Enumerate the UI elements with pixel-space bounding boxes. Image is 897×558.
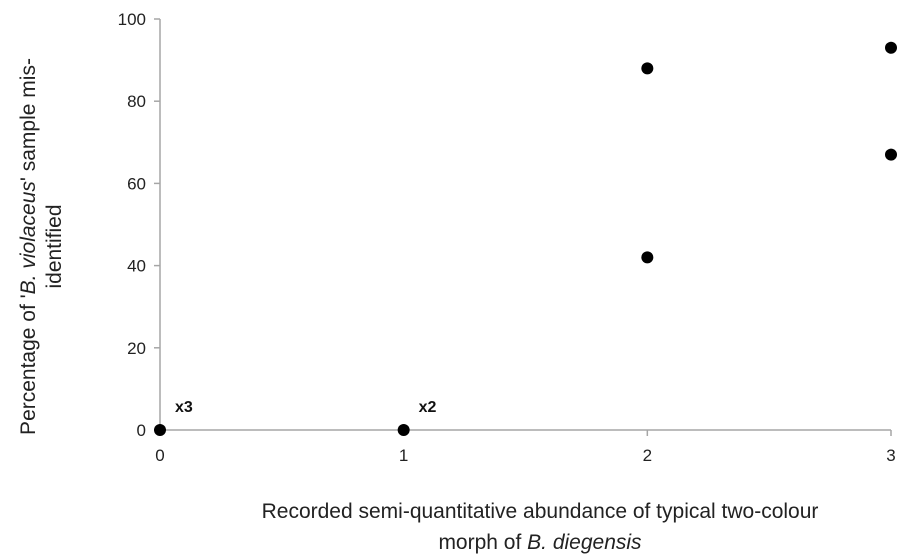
data-point [641, 251, 654, 264]
y-tick-label: 80 [127, 92, 146, 111]
x-tick-label: 3 [886, 446, 895, 465]
y-axis-title-part: Percentage of ' [17, 294, 40, 435]
annotations: x3 x2 [175, 399, 437, 416]
y-tick-label: 60 [127, 174, 146, 193]
x-tick-label: 1 [399, 446, 408, 465]
y-tick-label: 20 [127, 339, 146, 358]
x-axis-title-part: Recorded semi-quantitative abundance of … [262, 500, 819, 523]
y-tick-label: 0 [137, 421, 146, 440]
x-tick-label: 0 [155, 446, 164, 465]
x-axis-title-part: B. diegensis [527, 531, 642, 554]
x-axis-title-part: morph of [438, 531, 527, 554]
data-point [154, 424, 166, 436]
data-points [154, 41, 897, 436]
data-point [641, 62, 654, 75]
y-tick-label: 100 [118, 10, 146, 29]
y-axis-title-part: B. violaceus [17, 181, 40, 295]
y-tick-label: 40 [127, 257, 146, 276]
axes: 0 20 40 60 80 100 0 1 2 3 [118, 10, 896, 465]
y-axis-title-line-1: Percentage of 'B. violaceus' sample mis- [17, 58, 40, 435]
y-axis-title-part: ' sample mis- [17, 58, 40, 181]
y-axis-title-line-2: identified [43, 204, 66, 288]
x-axis-title-line-1: Recorded semi-quantitative abundance of … [262, 500, 819, 523]
x-tick-label: 2 [643, 446, 652, 465]
x-axis-ticks: 0 1 2 3 [155, 430, 896, 465]
y-axis-title-part: identified [43, 204, 66, 288]
data-point [397, 424, 410, 436]
y-axis-ticks: 0 20 40 60 80 100 [118, 10, 160, 440]
data-point [885, 148, 897, 161]
point-count-annotation: x3 [175, 399, 193, 416]
x-axis-title-line-2: morph of B. diegensis [438, 531, 642, 554]
point-count-annotation: x2 [419, 399, 437, 416]
data-point [885, 41, 897, 54]
